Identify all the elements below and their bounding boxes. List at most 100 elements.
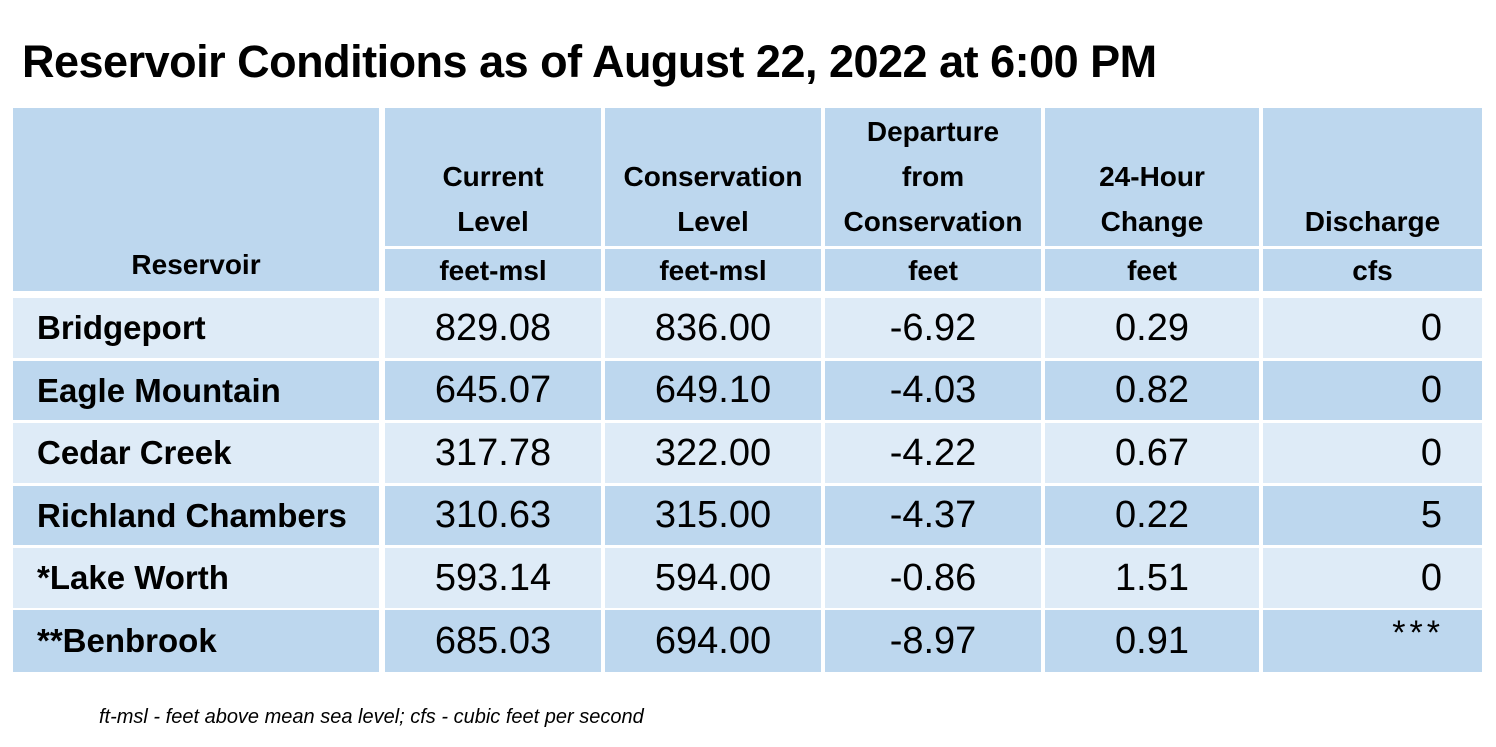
footnote: ft-msl - feet above mean sea level; cfs … <box>99 706 644 728</box>
value-departure: -0.86 <box>889 556 977 599</box>
value-change: 0.82 <box>1115 369 1189 411</box>
header-label-line: Level <box>457 206 529 237</box>
table-cell-discharge: 5 <box>1263 486 1482 545</box>
value-conservation: 649.10 <box>654 369 772 411</box>
table-cell-conservation: 694.00 <box>605 610 821 672</box>
table-cell-conservation: 836.00 <box>605 298 821 358</box>
header-unit-label: feet-msl <box>439 254 547 286</box>
value-discharge: 0 <box>1420 431 1442 474</box>
header-cell-conservation: Conservation Level <box>605 108 821 246</box>
table-cell-current: 310.63 <box>385 486 601 545</box>
value-change: 0.22 <box>1115 494 1189 536</box>
table-cell-discharge: *** <box>1263 610 1482 672</box>
header-unit-label: feet <box>908 254 958 286</box>
table-cell-discharge: 0 <box>1263 548 1482 608</box>
reservoir-name: *Lake Worth <box>37 559 229 596</box>
reservoir-name: **Benbrook <box>37 622 217 659</box>
value-departure: -8.97 <box>889 619 977 662</box>
header-label-line: Discharge <box>1304 206 1441 237</box>
value-departure: -4.22 <box>889 431 977 474</box>
value-current: 310.63 <box>434 494 552 536</box>
value-discharge: 0 <box>1420 306 1442 349</box>
table-row-name: Bridgeport <box>13 298 379 358</box>
header-label-line: Change <box>1100 206 1204 237</box>
table-cell-current: 593.14 <box>385 548 601 608</box>
table-cell-conservation: 322.00 <box>605 423 821 483</box>
header-cell-current: Current Level <box>385 108 601 246</box>
header-label-line: from <box>901 161 965 192</box>
header-unit-conservation: feet-msl <box>605 249 821 291</box>
value-conservation: 594.00 <box>654 556 772 599</box>
table-cell-discharge: 0 <box>1263 423 1482 483</box>
header-label-line: Level <box>677 206 749 237</box>
header-cell-departure: Departure from Conservation <box>825 108 1041 246</box>
header-unit-label: cfs <box>1352 254 1393 286</box>
table-cell-change: 0.22 <box>1045 486 1259 545</box>
value-conservation: 315.00 <box>654 494 772 536</box>
reservoir-table: Reservoir Current Level feet-msl Conservatio… <box>13 108 1482 672</box>
value-current: 645.07 <box>434 369 552 411</box>
table-cell-discharge: 0 <box>1263 361 1482 420</box>
value-discharge: 0 <box>1420 369 1442 411</box>
table-cell-conservation: 315.00 <box>605 486 821 545</box>
table-cell-departure: -4.37 <box>825 486 1041 545</box>
header-cell-reservoir: Reservoir <box>13 108 379 291</box>
table-cell-conservation: 594.00 <box>605 548 821 608</box>
value-current: 829.08 <box>434 306 552 349</box>
header-cell-discharge: Discharge <box>1263 108 1482 246</box>
table-cell-current: 685.03 <box>385 610 601 672</box>
table-cell-current: 645.07 <box>385 361 601 420</box>
table-cell-departure: -8.97 <box>825 610 1041 672</box>
table-row-name: Cedar Creek <box>13 423 379 483</box>
table-cell-departure: -4.03 <box>825 361 1041 420</box>
value-departure: -4.37 <box>889 494 977 536</box>
header-unit-discharge: cfs <box>1263 249 1482 291</box>
value-change: 1.51 <box>1115 556 1189 599</box>
value-current: 685.03 <box>434 619 552 662</box>
header-label-line: Reservoir <box>131 249 261 280</box>
header-unit-change: feet <box>1045 249 1259 291</box>
table-cell-departure: -6.92 <box>825 298 1041 358</box>
header-unit-current: feet-msl <box>385 249 601 291</box>
value-discharge: *** <box>1392 614 1444 652</box>
header-label-line: 24-Hour <box>1099 161 1205 192</box>
header-label-line: Departure <box>866 116 1000 147</box>
table-row-name: *Lake Worth <box>13 548 379 608</box>
value-conservation: 322.00 <box>654 431 772 474</box>
value-discharge: 5 <box>1420 494 1442 536</box>
table-cell-departure: -4.22 <box>825 423 1041 483</box>
table-row-name: Richland Chambers <box>13 486 379 545</box>
reservoir-name: Bridgeport <box>37 309 206 346</box>
value-change: 0.29 <box>1115 306 1189 349</box>
header-cell-change: 24-Hour Change <box>1045 108 1259 246</box>
value-current: 317.78 <box>434 431 552 474</box>
table-cell-change: 0.29 <box>1045 298 1259 358</box>
value-conservation: 694.00 <box>654 619 772 662</box>
value-departure: -4.03 <box>889 369 977 411</box>
header-unit-departure: feet <box>825 249 1041 291</box>
table-cell-conservation: 649.10 <box>605 361 821 420</box>
value-departure: -6.92 <box>889 306 977 349</box>
table-row-name: Eagle Mountain <box>13 361 379 420</box>
value-conservation: 836.00 <box>654 306 772 349</box>
value-change: 0.91 <box>1115 619 1189 662</box>
header-label-line: Conservation <box>843 206 1023 237</box>
table-cell-departure: -0.86 <box>825 548 1041 608</box>
reservoir-name: Richland Chambers <box>37 496 347 534</box>
reservoir-name: Eagle Mountain <box>37 371 281 409</box>
table-cell-change: 1.51 <box>1045 548 1259 608</box>
header-unit-label: feet-msl <box>659 254 767 286</box>
table-cell-current: 317.78 <box>385 423 601 483</box>
table-cell-change: 0.91 <box>1045 610 1259 672</box>
header-label-line: Conservation <box>623 161 803 192</box>
header-unit-label: feet <box>1127 254 1177 286</box>
value-current: 593.14 <box>434 556 552 599</box>
table-row-name: **Benbrook <box>13 610 379 672</box>
page-title: Reservoir Conditions as of August 22, 20… <box>22 36 1157 87</box>
table-cell-current: 829.08 <box>385 298 601 358</box>
reservoir-name: Cedar Creek <box>37 434 232 471</box>
value-change: 0.67 <box>1115 431 1189 474</box>
header-label-line: Current <box>442 161 544 192</box>
table-cell-change: 0.67 <box>1045 423 1259 483</box>
value-discharge: 0 <box>1420 556 1442 599</box>
